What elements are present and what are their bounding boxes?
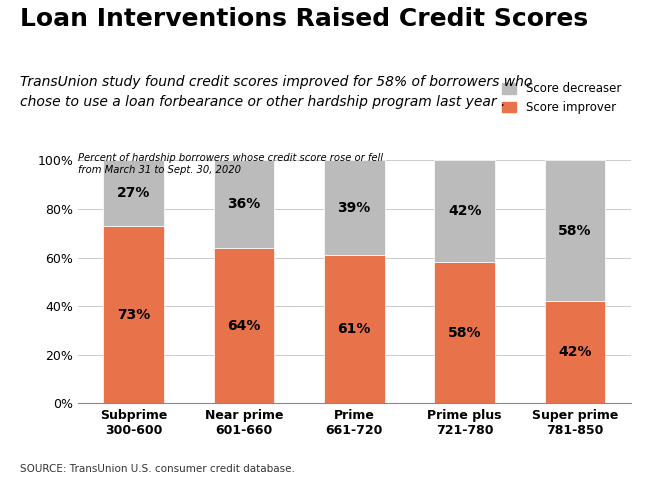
Text: 61%: 61% <box>337 322 371 336</box>
Text: Percent of hardship borrowers whose credit score rose or fell
from March 31 to S: Percent of hardship borrowers whose cred… <box>78 153 383 174</box>
Text: 36%: 36% <box>227 197 261 211</box>
Text: 42%: 42% <box>448 205 482 218</box>
Bar <box>545 160 605 301</box>
Bar <box>545 301 605 403</box>
Text: 64%: 64% <box>227 319 261 332</box>
Bar <box>213 160 274 248</box>
Bar <box>324 160 385 255</box>
Text: 39%: 39% <box>337 201 371 215</box>
Text: 42%: 42% <box>558 346 592 359</box>
Text: SOURCE: TransUnion U.S. consumer credit database.: SOURCE: TransUnion U.S. consumer credit … <box>20 464 294 474</box>
Bar <box>324 255 385 403</box>
Bar <box>213 248 274 403</box>
Text: 58%: 58% <box>448 326 482 340</box>
Text: 73%: 73% <box>117 308 150 322</box>
Bar <box>103 226 164 403</box>
Text: 27%: 27% <box>117 186 150 200</box>
Legend: Score decreaser, Score improver: Score decreaser, Score improver <box>499 79 625 118</box>
Text: 58%: 58% <box>558 224 592 238</box>
Bar <box>434 262 495 403</box>
Text: TransUnion study found credit scores improved for 58% of borrowers who
chose to : TransUnion study found credit scores imp… <box>20 75 532 109</box>
Text: Loan Interventions Raised Credit Scores: Loan Interventions Raised Credit Scores <box>20 7 588 31</box>
Bar <box>434 160 495 262</box>
Bar <box>103 160 164 226</box>
